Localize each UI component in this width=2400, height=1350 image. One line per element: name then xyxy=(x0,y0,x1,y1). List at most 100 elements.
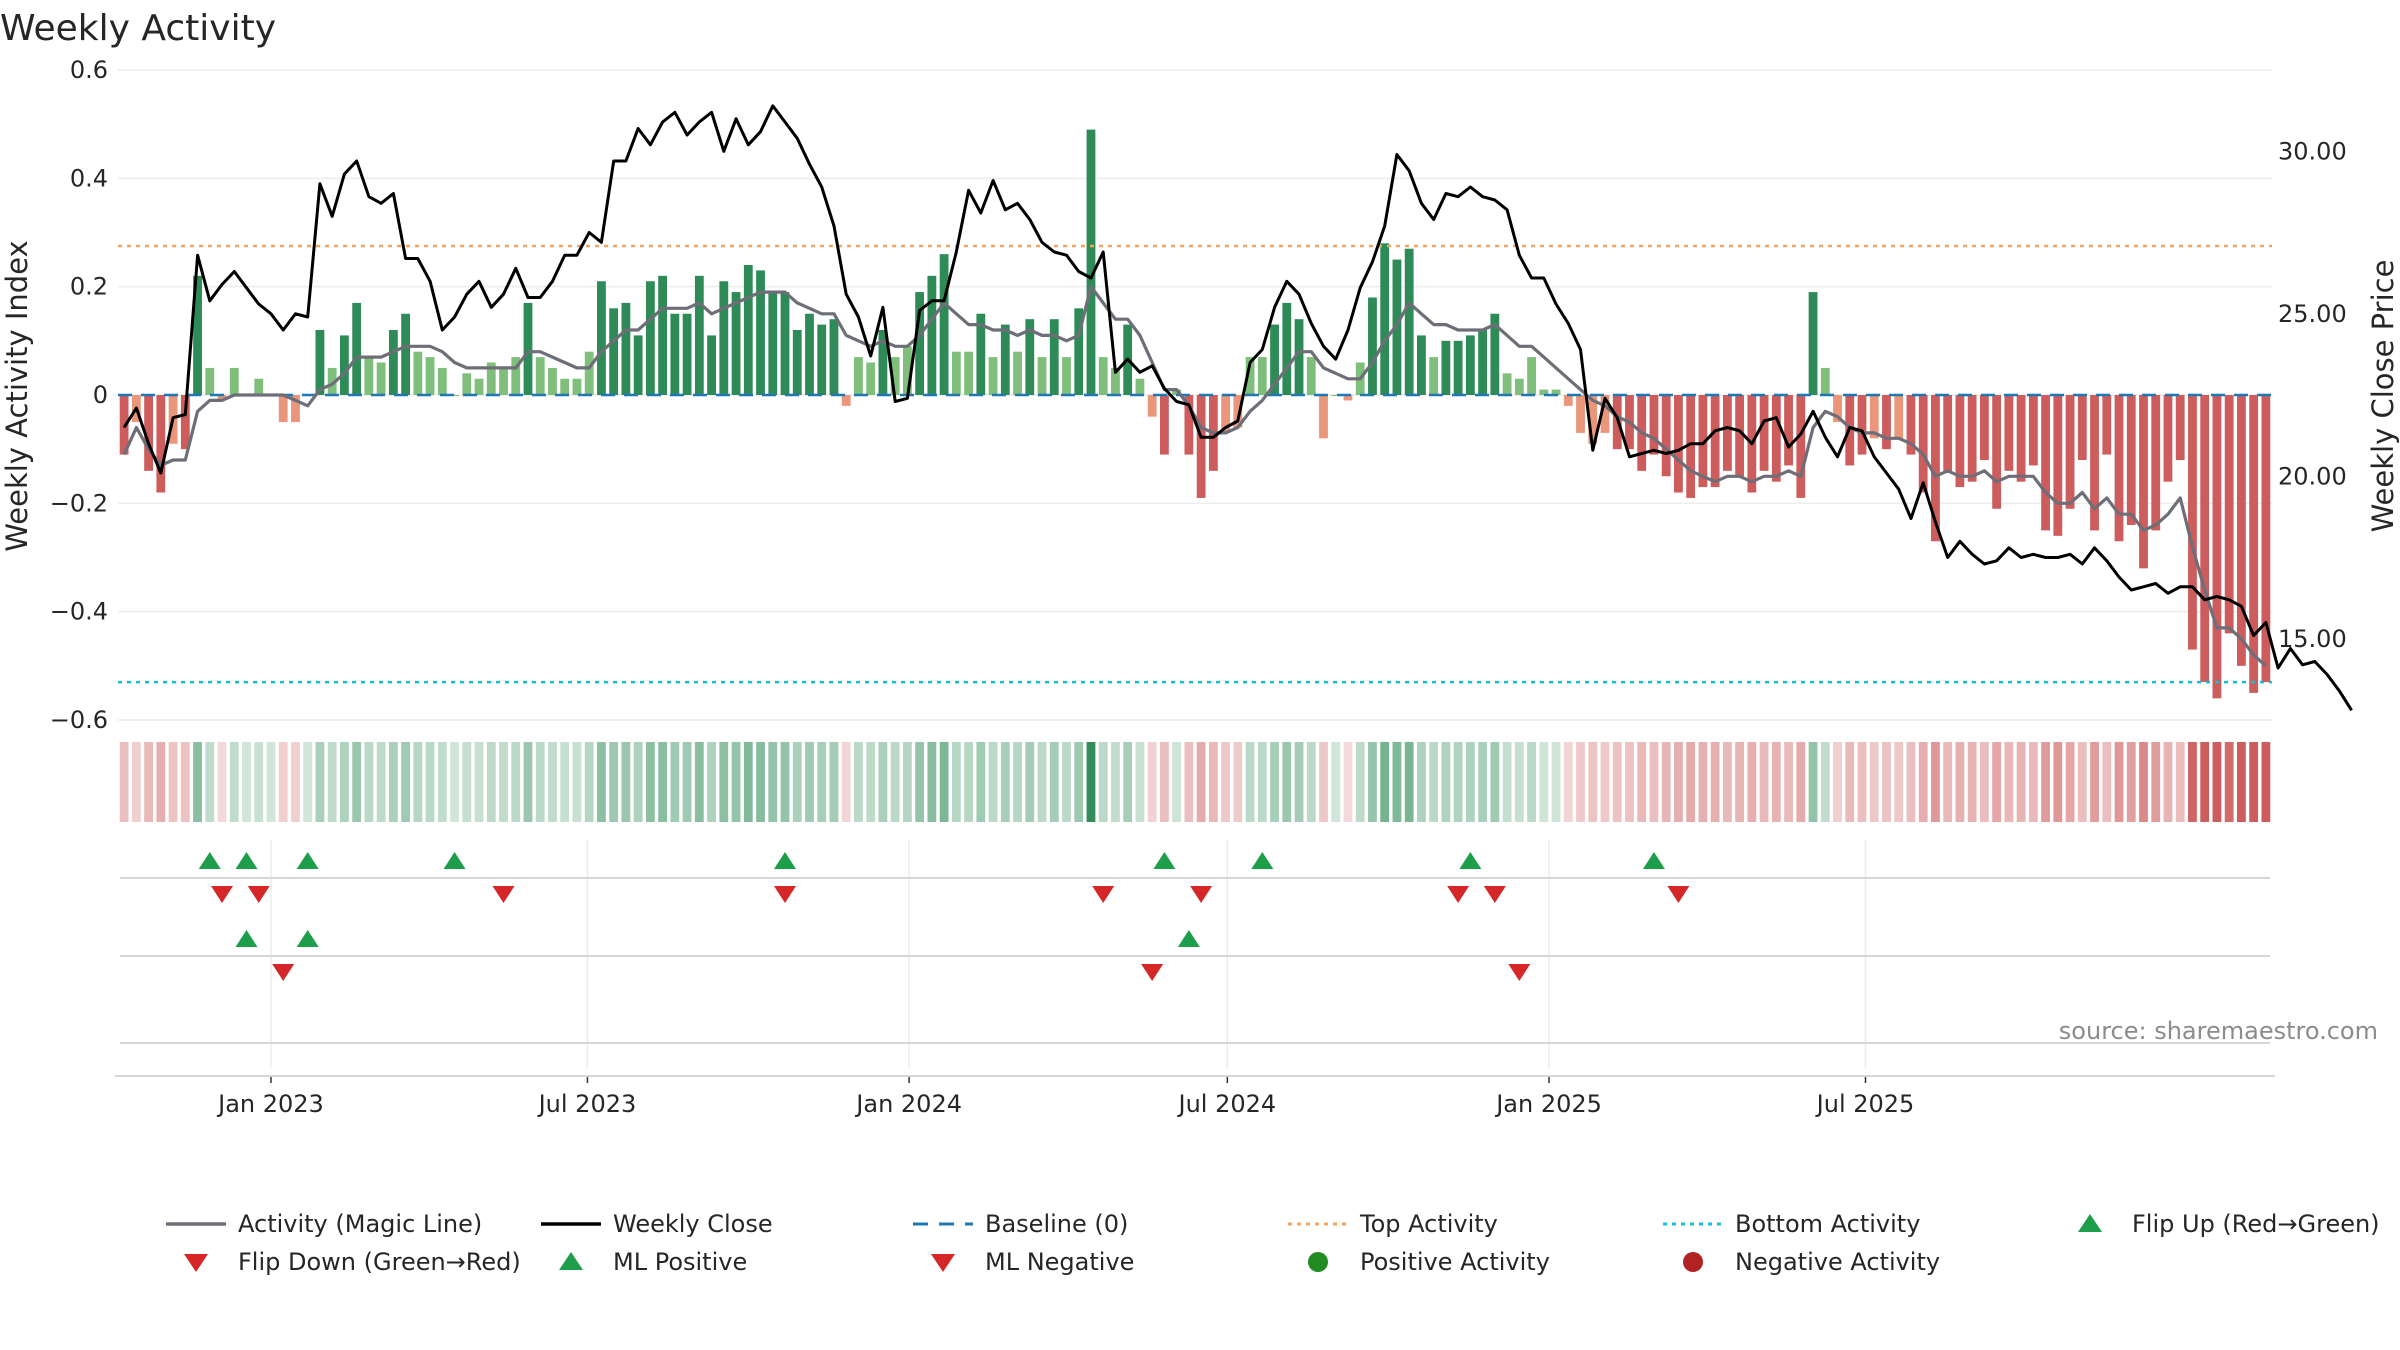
activity-bar xyxy=(1013,351,1022,395)
heat-cell xyxy=(548,742,557,822)
heat-cell xyxy=(2224,742,2234,822)
activity-bar xyxy=(156,395,166,493)
heat-cell xyxy=(242,742,251,822)
activity-bar xyxy=(1686,395,1696,498)
activity-bar xyxy=(951,351,961,395)
activity-bar xyxy=(486,362,496,395)
heat-cell xyxy=(1392,742,1402,822)
chart-title: Weekly Activity xyxy=(0,8,276,49)
y-tick-label: −0.2 xyxy=(50,489,108,517)
y-tick-label: 0.2 xyxy=(70,273,108,301)
activity-bar xyxy=(1135,378,1145,395)
heat-cell xyxy=(450,742,459,822)
heat-cell xyxy=(376,742,386,822)
heat-cell xyxy=(2114,742,2124,822)
activity-bar xyxy=(2102,395,2112,455)
heat-cell xyxy=(1747,742,1757,822)
flip-down-marker xyxy=(211,886,234,903)
series-lines xyxy=(122,104,2353,712)
heat-cell xyxy=(1172,742,1182,822)
heat-cell xyxy=(964,742,973,822)
heat-cell xyxy=(1270,742,1279,822)
activity-bar xyxy=(364,357,374,395)
activity-bar xyxy=(1441,340,1451,395)
activity-bar xyxy=(560,378,570,395)
heat-cell xyxy=(2139,742,2148,822)
heat-cell xyxy=(939,742,949,822)
heat-cell xyxy=(1918,742,1928,822)
legend: Activity (Magic Line) Weekly Close Baselin… xyxy=(166,1210,2380,1276)
activity-bar xyxy=(205,367,215,395)
activity-bar xyxy=(2200,395,2210,683)
activity-bar xyxy=(682,313,692,395)
heat-cell xyxy=(413,742,423,822)
heat-cell xyxy=(2090,742,2099,822)
heat-cell xyxy=(1404,742,1414,822)
activity-bar xyxy=(2016,395,2026,482)
heat-cell xyxy=(462,742,472,822)
activity-bar xyxy=(1551,389,1561,395)
heat-cell xyxy=(792,742,802,822)
activity-bar xyxy=(1037,357,1047,395)
activity-bar xyxy=(817,324,827,395)
x-tick-label: Jul 2025 xyxy=(1815,1090,1915,1118)
heat-cell xyxy=(1796,742,1806,822)
activity-bar xyxy=(254,378,264,395)
activity-bar xyxy=(523,302,533,395)
heat-cell xyxy=(805,742,814,822)
activity-bar xyxy=(278,395,288,423)
x-tick-label: Jan 2024 xyxy=(854,1090,962,1118)
activity-bar xyxy=(1000,324,1010,395)
y-tick-label: 0.4 xyxy=(70,164,108,192)
heat-cell xyxy=(217,742,227,822)
heat-cell xyxy=(829,742,839,822)
heat-cell xyxy=(1086,742,1096,822)
heat-cell xyxy=(486,742,496,822)
activity-bar xyxy=(1735,395,1745,477)
heat-cell xyxy=(1478,742,1488,822)
heat-cell xyxy=(254,742,264,822)
activity-bar xyxy=(2077,395,2087,460)
heat-cell xyxy=(902,742,912,822)
activity-bar xyxy=(792,330,802,395)
activity-bar xyxy=(499,367,508,395)
heat-cell xyxy=(291,742,300,822)
heat-cell xyxy=(1098,742,1108,822)
y-tick-label: −0.6 xyxy=(50,706,108,734)
heat-cell xyxy=(707,742,716,822)
activity-bar xyxy=(2139,395,2148,569)
activity-bar xyxy=(1074,308,1084,395)
ml-negative-marker xyxy=(1508,964,1531,981)
activity-bar xyxy=(1771,395,1781,482)
y-tick-label: 0 xyxy=(93,381,108,409)
heat-cell xyxy=(1380,742,1390,822)
heat-cell xyxy=(266,742,276,822)
activity-bar xyxy=(1098,357,1108,395)
activity-bar xyxy=(597,281,606,395)
y-axis-label: Weekly Activity Index xyxy=(0,240,34,551)
heat-cell xyxy=(1869,742,1879,822)
legend-tri-down xyxy=(184,1254,208,1272)
flip-down-marker xyxy=(247,886,270,903)
activity-bar xyxy=(511,357,521,395)
heat-cell xyxy=(951,742,961,822)
x-tick-label: Jan 2025 xyxy=(1494,1090,1602,1118)
heat-cell xyxy=(1147,742,1157,822)
heat-cell xyxy=(658,742,668,822)
heat-cell xyxy=(1111,742,1120,822)
activity-bar xyxy=(1294,319,1304,395)
activity-bar xyxy=(1698,395,1708,488)
heat-cell xyxy=(1979,742,1989,822)
activity-bar xyxy=(1820,367,1830,395)
heat-cell xyxy=(768,742,778,822)
heat-cell xyxy=(1808,742,1818,822)
activity-bar xyxy=(1943,395,1953,471)
heat-cell xyxy=(560,742,570,822)
activity-bar xyxy=(1417,335,1426,395)
legend-label: Positive Activity xyxy=(1360,1248,1550,1276)
heat-cell xyxy=(645,742,655,822)
heat-cell xyxy=(609,742,619,822)
activity-bar xyxy=(2151,395,2161,531)
heat-cell xyxy=(841,742,851,822)
activity-bar xyxy=(437,367,447,395)
